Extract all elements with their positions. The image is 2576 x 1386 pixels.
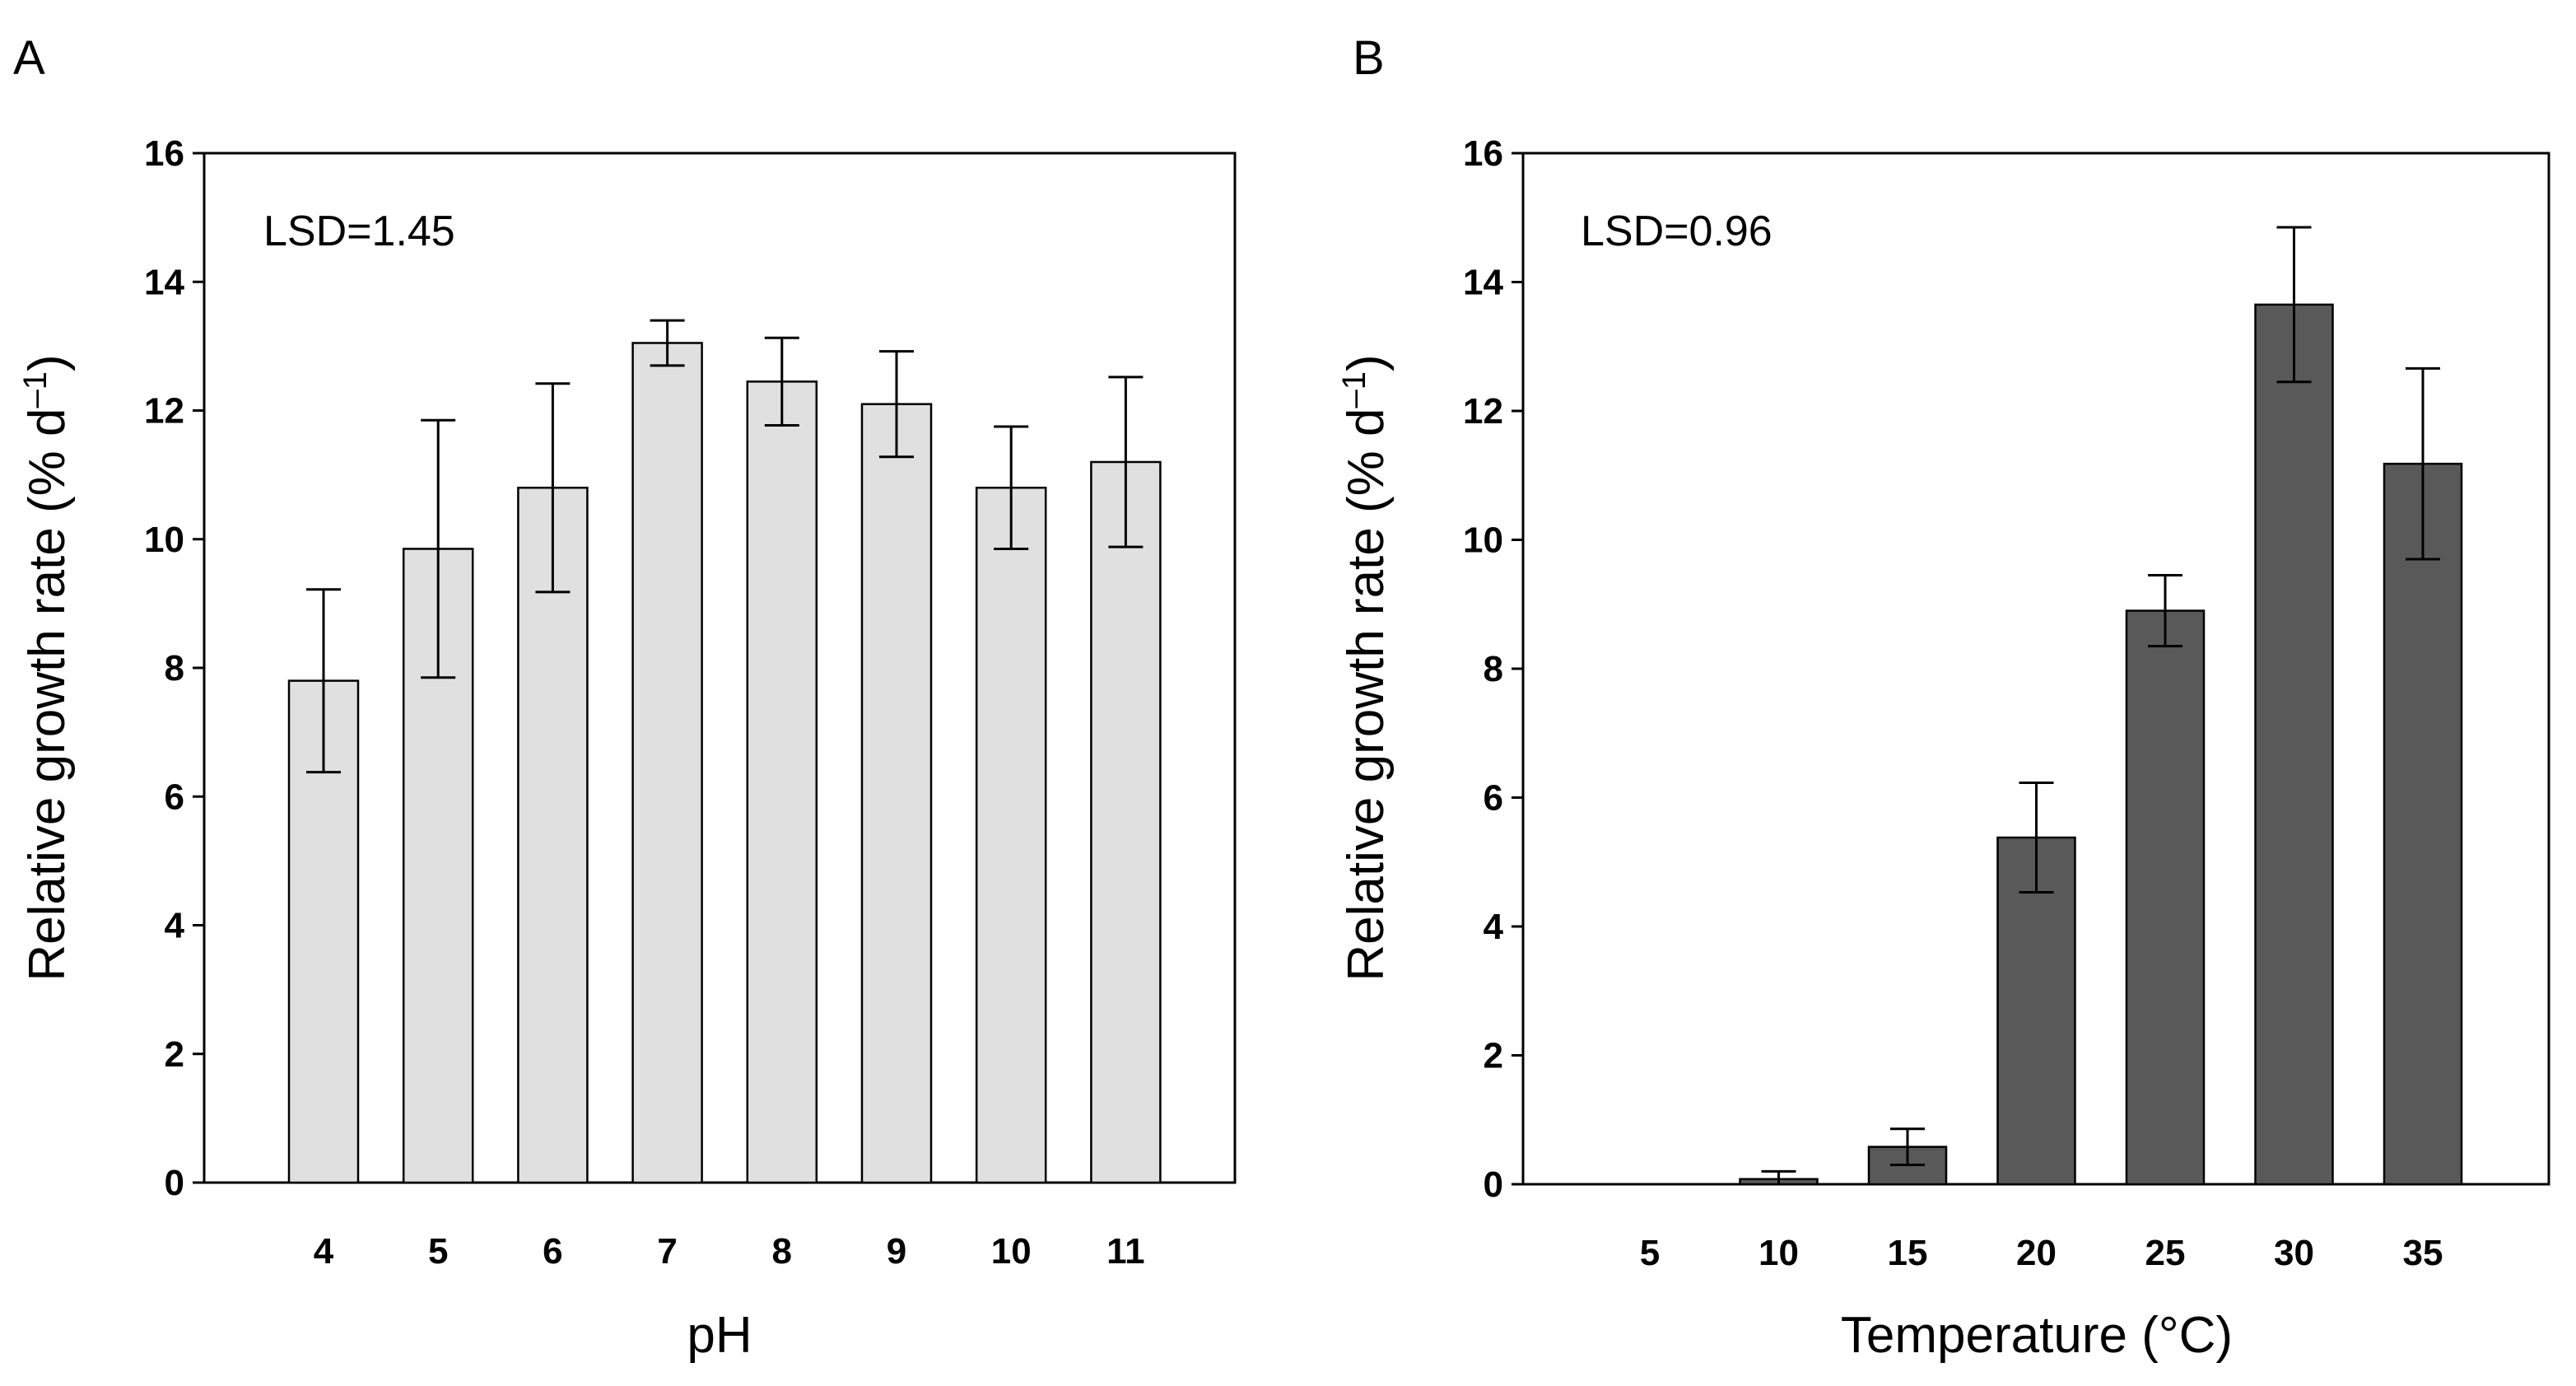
panel-a-y-tick-label: 0 — [165, 1163, 184, 1203]
panel-a-x-tick-label: 11 — [1106, 1231, 1145, 1272]
panel-a: A 0 2 4 6 8 10 12 14 16 4 5 6 7 8 9 10 11 LSD=1.45 pH R… — [13, 31, 1237, 1364]
panel-b-y-tick-label: 0 — [1484, 1164, 1503, 1205]
panel-a-x-tick-label: 7 — [657, 1231, 677, 1272]
panel-a-y-axis-title-main: Relative growth rate (% d — [19, 408, 76, 982]
panel-a-y-tick-label: 2 — [165, 1034, 184, 1075]
panel-a-y-tick-label: 14 — [144, 262, 184, 302]
panel-a-y-tick-label: 16 — [144, 133, 184, 174]
panel-b-y-axis-title-sup: –1 — [1336, 371, 1372, 408]
panel-a-y-tick-label: 8 — [165, 648, 184, 688]
panel-a-x-tick-label: 4 — [314, 1231, 334, 1272]
panel-a-bar — [975, 487, 1047, 1184]
panel-b-lsd-annotation: LSD=0.96 — [1581, 208, 1772, 255]
panel-b-bar — [1996, 836, 2076, 1186]
panel-a-x-tick-label: 5 — [428, 1231, 448, 1272]
panel-a-y-axis-title: Relative growth rate (% d–1) — [17, 354, 76, 981]
panel-b-y-axis: 0 2 4 6 8 10 12 14 16 — [1463, 133, 1523, 1205]
panel-b-bar — [2254, 303, 2334, 1186]
panel-b-x-tick-label: 25 — [2145, 1233, 2186, 1273]
panel-a-x-axis: 4 5 6 7 8 9 10 11 — [314, 1231, 1145, 1272]
panel-a-bar — [517, 487, 589, 1184]
panel-b-y-axis-title-main: Relative growth rate (% d — [1338, 408, 1395, 982]
panel-a-bar — [860, 403, 933, 1184]
panel-b-x-tick-label: 35 — [2403, 1233, 2443, 1273]
panel-b-x-axis: 5 10 15 20 25 30 35 — [1640, 1233, 2443, 1273]
panel-a-x-tick-label: 9 — [887, 1231, 906, 1272]
panel-a-lsd-annotation: LSD=1.45 — [263, 208, 455, 255]
panel-b-bars — [1739, 226, 2463, 1186]
panel-b-y-tick-label: 12 — [1463, 391, 1503, 432]
panel-b-x-tick-label: 10 — [1758, 1233, 1799, 1273]
panel-b-y-tick-label: 4 — [1484, 907, 1504, 947]
panel-a-y-tick-label: 6 — [165, 777, 184, 817]
panel-a-y-tick-label: 12 — [144, 391, 184, 432]
panel-a-y-tick-label: 10 — [144, 520, 184, 560]
panel-a-y-axis-title-close: ) — [19, 354, 76, 371]
panel-a-y-tick-label: 4 — [165, 906, 185, 946]
panel-a-bar — [746, 380, 818, 1184]
panel-b-y-tick-label: 16 — [1463, 133, 1503, 174]
panel-a-bars — [287, 319, 1162, 1184]
panel-b-y-tick-label: 10 — [1463, 520, 1503, 561]
panel-a-x-tick-label: 10 — [991, 1231, 1032, 1272]
panel-b-x-tick-label: 5 — [1640, 1233, 1660, 1273]
panel-b-y-axis-title: Relative growth rate (% d–1) — [1336, 354, 1395, 981]
panel-a-y-axis-title-sup: –1 — [17, 371, 54, 408]
panel-b-x-tick-label: 15 — [1888, 1233, 1928, 1273]
panel-a-x-axis-title: pH — [687, 1307, 752, 1364]
panel-b-letter: B — [1353, 31, 1385, 85]
panel-b-y-tick-label: 6 — [1484, 778, 1503, 819]
panel-a-letter: A — [13, 31, 45, 85]
panel-a-bar — [631, 342, 703, 1184]
panel-a-x-tick-label: 6 — [543, 1231, 562, 1272]
panel-a-x-tick-label: 8 — [772, 1231, 792, 1272]
panel-b-x-tick-label: 30 — [2274, 1233, 2314, 1273]
panel-b-bar — [2125, 609, 2206, 1186]
panel-a-bar — [1090, 460, 1162, 1184]
panel-a-y-axis: 0 2 4 6 8 10 12 14 16 — [144, 133, 204, 1203]
panel-b-y-tick-label: 8 — [1484, 649, 1503, 689]
panel-b: B 0 2 4 6 8 10 12 14 16 5 10 15 20 25 30 35 LSD=0.96 T… — [1336, 31, 2550, 1364]
panel-b-bar — [2383, 462, 2463, 1186]
panel-b-y-tick-label: 2 — [1484, 1036, 1503, 1076]
panel-b-x-axis-title: Temperature (°C) — [1841, 1307, 2233, 1364]
panel-b-x-tick-label: 20 — [2016, 1233, 2057, 1273]
panel-b-y-axis-title-close: ) — [1338, 354, 1395, 371]
panel-b-y-tick-label: 14 — [1463, 263, 1503, 303]
